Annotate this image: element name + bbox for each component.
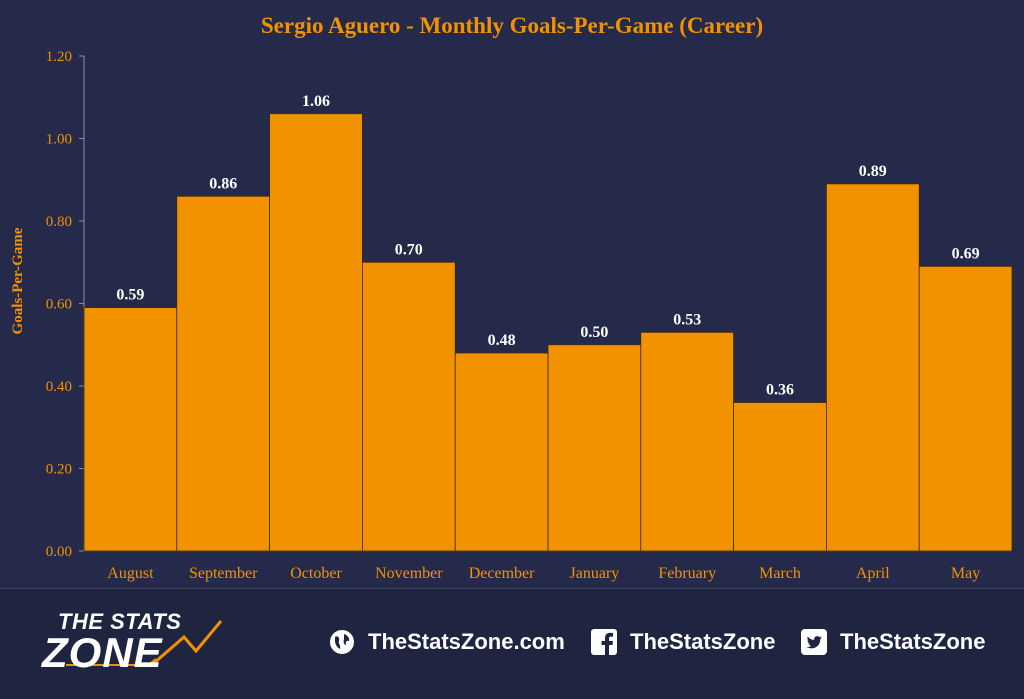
x-tick-label: March — [759, 565, 801, 582]
footer: THE STATS ZONE TheStatsZone.com TheStats… — [0, 588, 1024, 699]
bar-december — [454, 352, 549, 552]
data-label: 0.36 — [766, 382, 794, 399]
x-tick-label: January — [570, 565, 620, 582]
logo-top-text: THE STATS — [58, 609, 182, 634]
data-label: 0.48 — [488, 332, 516, 349]
twitter-text: TheStatsZone — [840, 629, 986, 654]
data-label: 0.50 — [580, 324, 608, 341]
data-label: 0.70 — [395, 241, 423, 258]
y-tick-label: 0.40 — [46, 379, 72, 395]
data-label: 0.86 — [209, 175, 237, 192]
bar-march — [733, 402, 827, 552]
bar-november — [361, 261, 456, 552]
twitter-icon — [801, 629, 827, 655]
bar-october — [269, 113, 363, 552]
y-axis-label: Goals-Per-Game — [10, 227, 26, 334]
stats-zone-logo[interactable]: THE STATS ZONE — [36, 607, 226, 677]
x-tick-label: February — [658, 565, 716, 582]
tick-labels: 0.00 0.20 0.40 0.60 0.80 1.00 1.20 August Septem… — [46, 49, 981, 582]
chart: Sergio Aguero - Monthly Goals-Per-Game (… — [10, 13, 1013, 582]
data-label: 1.06 — [302, 93, 330, 110]
logo-swoosh-icon — [66, 620, 223, 666]
logo-bottom-text: ZONE — [42, 629, 163, 676]
bar-august — [83, 307, 178, 552]
bar-february — [640, 331, 734, 552]
x-tick-label: August — [107, 565, 154, 582]
bar-april — [826, 183, 920, 552]
y-tick-label: 0.60 — [46, 297, 72, 313]
website-link[interactable]: TheStatsZone.com — [328, 627, 565, 657]
twitter-link[interactable]: TheStatsZone — [800, 627, 985, 657]
bar-may — [918, 265, 1013, 552]
data-label: 0.53 — [673, 311, 701, 328]
bars: 0.59 0.86 1.06 0.70 0.48 0.50 0.53 0.36 0.89 0.69 — [83, 93, 1013, 552]
x-tick-label: October — [290, 565, 342, 582]
x-tick-label: November — [375, 565, 443, 582]
facebook-link[interactable]: TheStatsZone — [590, 627, 775, 657]
bar-september — [176, 195, 271, 552]
bar-chart: Sergio Aguero - Monthly Goals-Per-Game (… — [10, 13, 1013, 582]
x-tick-label: December — [469, 565, 535, 582]
x-tick-label: May — [951, 565, 980, 582]
bar-january — [547, 344, 642, 552]
y-tick-label: 1.20 — [46, 49, 72, 65]
data-label: 0.59 — [116, 287, 144, 304]
data-label: 0.89 — [859, 163, 887, 180]
x-tick-label: September — [189, 565, 258, 582]
y-tick-label: 1.00 — [46, 132, 72, 148]
globe-icon — [330, 630, 354, 654]
y-tick-label: 0.80 — [46, 214, 72, 230]
website-text: TheStatsZone.com — [368, 629, 565, 654]
data-label: 0.69 — [952, 245, 980, 262]
x-tick-label: April — [856, 565, 890, 582]
facebook-text: TheStatsZone — [630, 629, 776, 654]
y-tick-label: 0.00 — [46, 544, 72, 560]
chart-title: Sergio Aguero - Monthly Goals-Per-Game (… — [261, 13, 763, 38]
facebook-icon — [591, 629, 617, 655]
y-tick-label: 0.20 — [46, 462, 72, 478]
